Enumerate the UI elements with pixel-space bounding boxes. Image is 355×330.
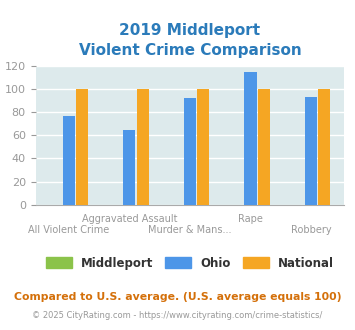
Text: Rape: Rape: [238, 214, 263, 224]
Bar: [197, 89, 209, 205]
Text: Aggravated Assault: Aggravated Assault: [82, 214, 177, 224]
Bar: [305, 97, 317, 205]
Text: © 2025 CityRating.com - https://www.cityrating.com/crime-statistics/: © 2025 CityRating.com - https://www.city…: [32, 311, 323, 320]
Text: All Violent Crime: All Violent Crime: [28, 225, 109, 235]
Bar: [318, 89, 331, 205]
Bar: [137, 89, 149, 205]
Bar: [123, 129, 135, 205]
Bar: [76, 89, 88, 205]
Text: Compared to U.S. average. (U.S. average equals 100): Compared to U.S. average. (U.S. average …: [14, 292, 341, 302]
Bar: [184, 98, 196, 205]
Text: Murder & Mans...: Murder & Mans...: [148, 225, 232, 235]
Bar: [258, 89, 270, 205]
Bar: [245, 72, 257, 205]
Title: 2019 Middleport
Violent Crime Comparison: 2019 Middleport Violent Crime Comparison: [78, 23, 301, 58]
Bar: [63, 115, 75, 205]
Text: Robbery: Robbery: [291, 225, 331, 235]
Legend: Middleport, Ohio, National: Middleport, Ohio, National: [41, 252, 339, 275]
